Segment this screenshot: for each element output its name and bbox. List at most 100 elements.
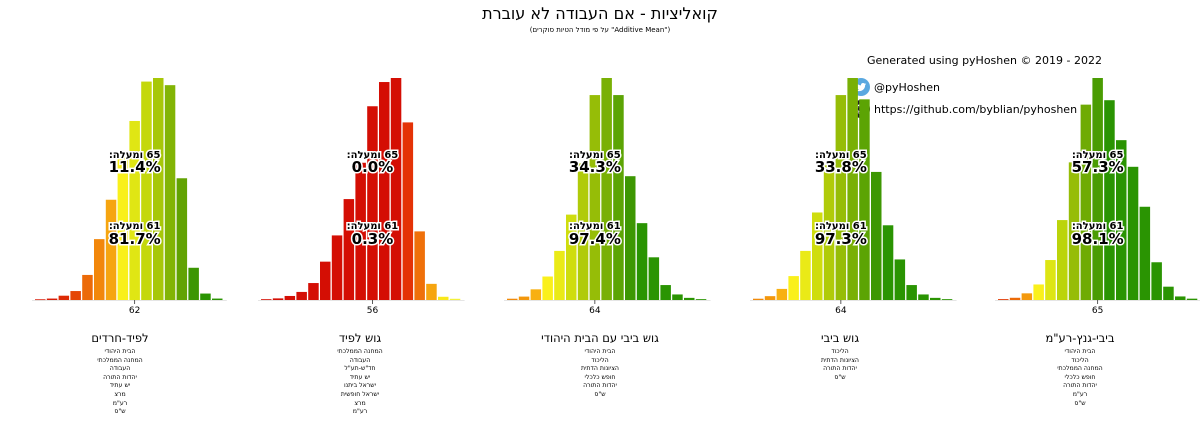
party-name: ש"ס (834, 373, 846, 381)
histogram-bar (998, 299, 1009, 300)
threshold-label-61: 61 ומעלה: (1072, 221, 1124, 232)
histogram-bar (1057, 220, 1068, 300)
probability-61-value: 97.4% (569, 230, 621, 248)
histogram-bar (507, 298, 518, 300)
histogram-bar (402, 122, 414, 301)
party-name: ישראל חופשית (340, 390, 380, 398)
histogram-bar (530, 289, 542, 300)
histogram-bar (1033, 284, 1044, 300)
histogram-bar (918, 294, 929, 300)
histogram-bar (871, 171, 882, 300)
party-name: חופש כלכלי (1064, 373, 1096, 381)
party-name: ש"ס (114, 408, 126, 416)
histogram-bar (800, 250, 811, 300)
threshold-label-65: 65 ומעלה: (109, 150, 161, 161)
threshold-label-61: 61 ומעלה: (569, 221, 621, 232)
histogram-bar (438, 296, 449, 300)
probability-61-value: 97.3% (815, 230, 867, 248)
x-tick-label: 56 (367, 306, 379, 316)
party-name: חד"ש-תע"ל (344, 365, 376, 373)
histogram-bar (1092, 78, 1103, 300)
party-list-4: הליכוד הציונות הדתית יהדות התורה ש"ס (720, 348, 960, 382)
threshold-label-61: 61 ומעלה: (815, 221, 867, 232)
x-tick-label: 64 (835, 306, 847, 316)
histogram-bar (589, 95, 601, 300)
party-name: רע"מ (112, 399, 128, 407)
histogram-bar (284, 295, 296, 300)
histogram-bar (1021, 293, 1033, 300)
histogram-bar (1127, 166, 1139, 300)
histogram-bar (272, 298, 284, 300)
histogram-bar (1175, 296, 1186, 300)
threshold-label-61: 61 ומעלה: (347, 221, 399, 232)
party-name: המחנה הממלכתי (97, 356, 143, 364)
histogram-bar (672, 294, 683, 300)
party-name: הבית היהודי (104, 348, 136, 355)
probability-65-value: 57.3% (1072, 158, 1124, 176)
panel-name-4: גוש ביבי (820, 331, 860, 345)
party-name: חופש כלכלי (584, 373, 616, 381)
histogram-bar (176, 178, 188, 300)
party-name: מרצ (354, 399, 366, 407)
party-name: העבודה (349, 356, 371, 364)
party-name: הבית היהודי (1064, 348, 1096, 355)
party-name: יש עתיד (109, 382, 131, 390)
histogram-bar (46, 298, 58, 300)
histogram-bar (141, 81, 152, 300)
histogram-bar (58, 295, 70, 300)
histogram-bar (1068, 162, 1080, 300)
histogram-bar (343, 199, 355, 300)
party-name: הבית היהודי (584, 348, 616, 355)
histogram-bar (261, 299, 272, 300)
probability-65-value: 33.8% (815, 158, 867, 176)
probability-65-value: 34.3% (569, 158, 621, 176)
panel-name-1: לפיד-חרדים (91, 331, 149, 345)
histogram-bar (1080, 104, 1092, 300)
histogram-bar (82, 274, 93, 300)
histogram-bar (117, 156, 129, 300)
histogram-bar (129, 120, 140, 300)
histogram-bar (894, 259, 906, 300)
histogram-bar (648, 257, 660, 300)
party-name: המחנה הממלכתי (337, 348, 383, 355)
party-list-5: הבית היהודי הליכוד המחנה הממלכתי חופש כלכלי… (960, 348, 1200, 408)
party-name: יהדות התורה (103, 373, 137, 381)
histogram-bar (449, 298, 461, 300)
probability-65-value: 11.4% (109, 158, 161, 176)
party-name: העבודה (109, 365, 131, 373)
histogram-bar (390, 78, 402, 300)
histogram-bar (200, 293, 211, 300)
histogram-bar (660, 285, 671, 300)
histogram-bar (577, 163, 589, 300)
github-link[interactable]: https://github.com/byblian/pyhoshen (874, 102, 1078, 116)
histogram-bar (554, 250, 565, 300)
party-list-1: הבית היהודי המחנה הממלכתי העבודה יהדות התור… (0, 348, 240, 417)
histogram-bar (1151, 262, 1162, 300)
histogram-bar (320, 261, 331, 300)
party-name: המחנה הממלכתי (1057, 365, 1103, 373)
histogram-bar (753, 298, 764, 300)
panel-name-3: גוש ביבי עם הבית היהודי (541, 331, 659, 345)
histogram-bar (930, 297, 941, 300)
threshold-label-65: 65 ומעלה: (347, 150, 399, 161)
party-name: ישראל ביתנו (343, 382, 377, 390)
histogram-bar (1139, 206, 1151, 300)
threshold-label-65: 65 ומעלה: (569, 150, 621, 161)
histogram-bar (882, 225, 894, 300)
party-name: רע"מ (1072, 390, 1088, 398)
histogram-bar (1045, 260, 1056, 300)
histogram-bar (601, 78, 612, 300)
histogram-bar (105, 199, 117, 300)
histogram-bar (636, 223, 648, 300)
histogram-bar (941, 299, 953, 300)
x-tick-label: 64 (589, 306, 601, 316)
threshold-label-65: 65 ומעלה: (815, 150, 867, 161)
party-name: הציונות הדתית (821, 356, 859, 364)
histogram-bar (812, 212, 823, 300)
histogram-bar (776, 288, 788, 300)
histogram-bar (695, 299, 707, 300)
panel-name-2: גוש לפיד (338, 331, 382, 345)
histogram-bar (1009, 297, 1021, 300)
histogram-bar (308, 283, 319, 300)
